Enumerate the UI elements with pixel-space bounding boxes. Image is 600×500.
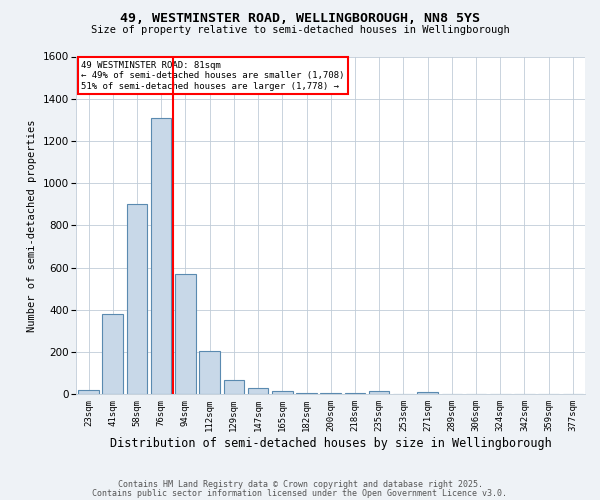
Text: 49, WESTMINSTER ROAD, WELLINGBOROUGH, NN8 5YS: 49, WESTMINSTER ROAD, WELLINGBOROUGH, NN…	[120, 12, 480, 26]
Bar	[103, 314, 123, 394]
Text: Contains HM Land Registry data © Crown copyright and database right 2025.: Contains HM Land Registry data © Crown c…	[118, 480, 482, 489]
Bar	[199, 351, 220, 395]
Bar	[151, 118, 172, 394]
Text: 49 WESTMINSTER ROAD: 81sqm
← 49% of semi-detached houses are smaller (1,708)
51%: 49 WESTMINSTER ROAD: 81sqm ← 49% of semi…	[81, 60, 344, 90]
Bar	[248, 388, 268, 394]
Text: Size of property relative to semi-detached houses in Wellingborough: Size of property relative to semi-detach…	[91, 25, 509, 35]
Bar	[127, 204, 147, 394]
Bar	[224, 380, 244, 394]
X-axis label: Distribution of semi-detached houses by size in Wellingborough: Distribution of semi-detached houses by …	[110, 437, 551, 450]
Text: Contains public sector information licensed under the Open Government Licence v3: Contains public sector information licen…	[92, 488, 508, 498]
Bar	[417, 392, 438, 394]
Bar	[272, 391, 293, 394]
Bar	[175, 274, 196, 394]
Bar	[369, 391, 389, 394]
Y-axis label: Number of semi-detached properties: Number of semi-detached properties	[27, 119, 37, 332]
Bar	[78, 390, 99, 394]
